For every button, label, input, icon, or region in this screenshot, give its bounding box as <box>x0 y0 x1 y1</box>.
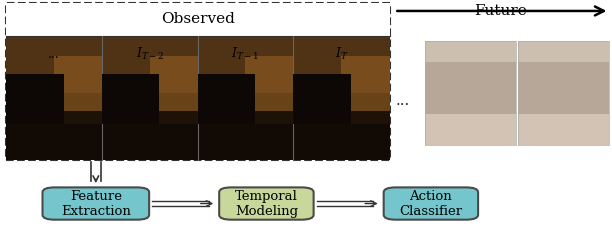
Text: Temporal
Modeling: Temporal Modeling <box>235 189 298 218</box>
Bar <box>518 114 610 145</box>
Bar <box>341 56 390 111</box>
Text: $I_{T-1}$: $I_{T-1}$ <box>231 46 259 62</box>
Bar <box>518 41 610 145</box>
Bar <box>425 41 516 145</box>
Bar <box>54 56 102 111</box>
FancyBboxPatch shape <box>219 187 313 220</box>
Text: $I_T$: $I_T$ <box>335 46 348 62</box>
Text: Action
Classifier: Action Classifier <box>399 189 463 218</box>
Bar <box>102 37 198 160</box>
Bar <box>425 62 516 114</box>
Text: ...: ... <box>48 47 60 60</box>
Bar <box>425 114 516 145</box>
Bar <box>198 37 293 93</box>
Bar <box>6 123 102 160</box>
FancyBboxPatch shape <box>42 187 149 220</box>
Text: ...: ... <box>395 94 409 108</box>
Bar <box>102 74 159 123</box>
Bar <box>6 3 390 160</box>
Bar <box>6 37 102 93</box>
Bar <box>293 123 390 160</box>
Text: Observed: Observed <box>161 12 235 26</box>
Bar <box>198 74 255 123</box>
Bar <box>293 37 390 160</box>
FancyBboxPatch shape <box>384 187 478 220</box>
Bar <box>6 74 64 123</box>
Bar <box>518 41 610 145</box>
Bar <box>245 56 293 111</box>
Bar <box>293 37 390 93</box>
Bar <box>293 74 351 123</box>
Text: Future: Future <box>474 4 528 18</box>
Bar <box>198 123 293 160</box>
Bar <box>518 62 610 114</box>
Bar <box>102 123 198 160</box>
Bar <box>150 56 198 111</box>
Bar <box>102 37 198 93</box>
Bar <box>6 37 102 160</box>
Bar <box>6 3 390 36</box>
Bar <box>425 41 516 145</box>
Text: Feature
Extraction: Feature Extraction <box>61 189 131 218</box>
Bar <box>198 37 293 160</box>
Text: $I_{T-2}$: $I_{T-2}$ <box>135 46 164 62</box>
